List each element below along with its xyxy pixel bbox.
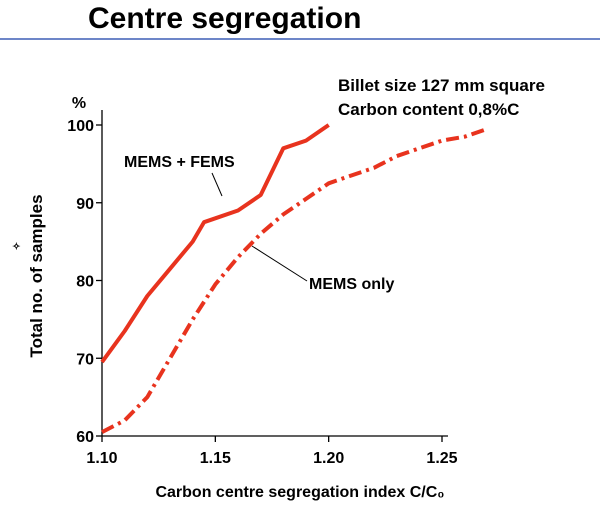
series-label-mems-fems: MEMS + FEMS [124,154,235,171]
x-tick-label: 1.15 [200,450,231,467]
x-tick-label: 1.10 [86,450,117,467]
y-unit-label: % [72,95,86,112]
y-tick-label: 90 [76,196,94,213]
series-label-mems-only: MEMS only [309,276,394,293]
annotation-carbon-content: Carbon content 0,8%C [338,100,519,119]
title-divider [0,38,600,40]
x-axis-label: Carbon centre segregation index C/C₀ [155,484,444,501]
y-axis-label: Total no. of samples [27,194,46,357]
x-tick-label: 1.25 [426,450,457,467]
annotation-billet-size: Billet size 127 mm square [338,76,545,95]
leader-line [211,172,223,197]
y-tick-label: 60 [76,429,94,446]
y-tick-label: 100 [67,118,94,135]
series-line-mems-fems [100,123,330,364]
x-tick-label: 1.20 [313,450,344,467]
leader-line [251,245,308,282]
decorative-mark-icon: ✧ [12,242,23,250]
series-line-mems-only [101,127,488,434]
y-tick-label: 70 [76,351,94,368]
y-tick-label: 80 [76,274,94,291]
page-title: Centre segregation [88,2,362,35]
